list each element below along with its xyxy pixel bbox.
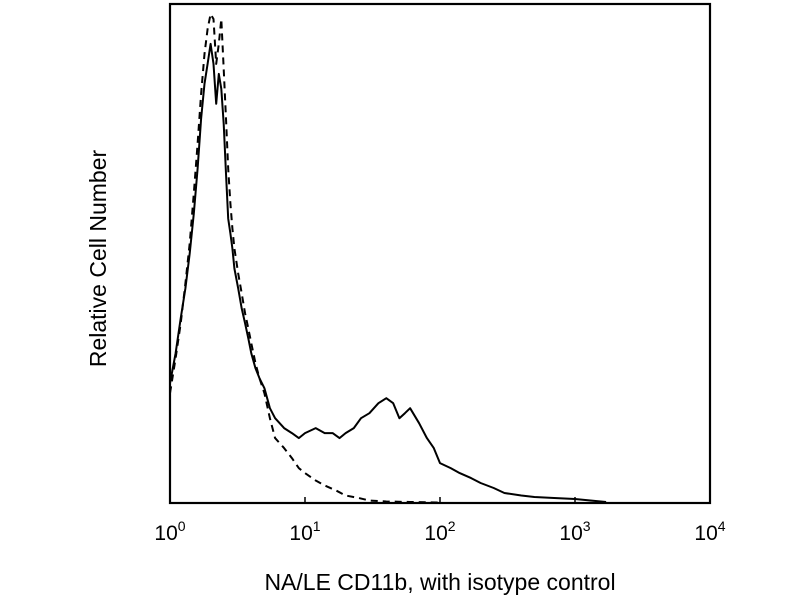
x-tick-base: 10 <box>559 522 582 545</box>
x-tick-exponent: 1 <box>313 518 321 534</box>
x-tick-label: 101 <box>289 518 320 545</box>
x-tick-base: 10 <box>289 522 312 545</box>
plot-frame <box>168 2 712 505</box>
x-tick-exponent: 3 <box>583 518 591 534</box>
x-tick-base: 10 <box>694 522 717 545</box>
x-tick-label: 100 <box>154 518 185 545</box>
plot-area <box>169 13 607 504</box>
x-axis-title: NA/LE CD11b, with isotype control <box>264 569 615 595</box>
x-tick-base: 10 <box>154 522 177 545</box>
x-tick-exponent: 4 <box>718 518 726 534</box>
x-tick-label: 102 <box>424 518 455 545</box>
isotype-control-line <box>169 13 441 504</box>
x-axis: 100 101 102 103 104 <box>154 497 726 545</box>
x-tick-label: 103 <box>559 518 590 545</box>
cd11b-line <box>169 42 607 503</box>
x-tick-base: 10 <box>424 522 447 545</box>
x-tick-label: 104 <box>694 518 725 545</box>
x-tick-exponent: 0 <box>178 518 186 534</box>
y-axis-title: Relative Cell Number <box>85 150 111 368</box>
x-tick-exponent: 2 <box>448 518 456 534</box>
